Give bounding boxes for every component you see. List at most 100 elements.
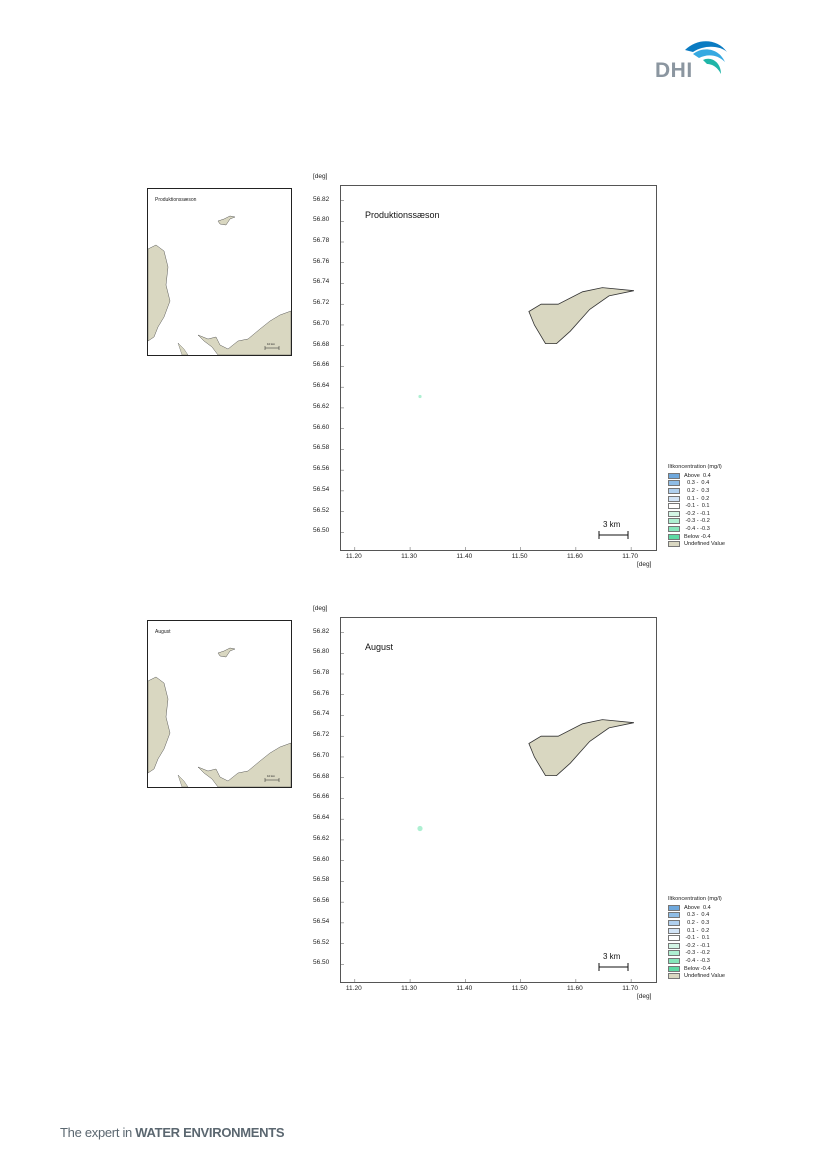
overview-map: August 10 km <box>147 620 292 788</box>
y-tick-label: 56.62 <box>313 834 330 842</box>
footer-tagline-bold: WATER ENVIRONMENTS <box>135 1125 285 1140</box>
legend-swatch <box>668 480 680 487</box>
y-tick-label: 56.72 <box>313 731 330 739</box>
legend-item: Below -0.4 <box>668 965 748 973</box>
map-title: Produktionssæson <box>365 210 440 220</box>
legend-swatch <box>668 525 680 532</box>
main-map: August 3 km <box>340 617 657 983</box>
legend: Iltkoncentration (mg/l) Above 0.4 0.3 - 0… <box>668 464 748 548</box>
y-tick-label: 56.54 <box>313 485 330 493</box>
legend-swatch <box>668 935 680 942</box>
y-tick-label: 56.60 <box>313 855 330 863</box>
legend-swatch <box>668 495 680 502</box>
legend-item: -0.3 - -0.2 <box>668 518 748 526</box>
y-tick-label: 56.56 <box>313 897 330 905</box>
y-axis-unit-label: [deg] <box>313 605 328 612</box>
y-tick-label: 56.50 <box>313 959 330 967</box>
overview-scale-label: 10 km <box>267 774 276 778</box>
legend-label: Below -0.4 <box>684 533 711 540</box>
legend-item: -0.1 - 0.1 <box>668 934 748 942</box>
y-tick-label: 56.72 <box>313 299 330 307</box>
x-tick-label: 11.30 <box>401 985 417 992</box>
main-map: Produktionssæson 3 km <box>340 185 657 551</box>
y-tick-label: 56.52 <box>313 938 330 946</box>
legend-swatch <box>668 927 680 934</box>
island-polygon <box>528 287 634 345</box>
x-tick-label: 11.20 <box>345 985 362 992</box>
y-axis-unit-label: [deg] <box>313 173 328 180</box>
legend-swatch <box>668 472 680 479</box>
legend-label: Above 0.4 <box>684 904 711 911</box>
overview-land-icon <box>148 647 291 787</box>
y-tick-label: 56.66 <box>313 793 330 801</box>
legend-swatch <box>668 957 680 964</box>
x-tick-label: 11.70 <box>622 985 639 992</box>
legend-title: Iltkoncentration (mg/l) <box>668 464 722 470</box>
legend-label: -0.3 - -0.2 <box>684 518 710 525</box>
overview-title: Produktionssæson <box>155 197 197 203</box>
legend-label: -0.1 - 0.1 <box>684 935 710 942</box>
x-tick-label: 11.60 <box>566 985 583 992</box>
legend-label: Undefined Value <box>684 541 725 548</box>
y-tick-label: 56.78 <box>313 237 330 244</box>
x-tick-label: 11.50 <box>511 985 528 992</box>
y-tick-label: 56.82 <box>313 195 330 203</box>
x-axis-unit-label: [deg] <box>637 561 652 568</box>
scale-bar <box>598 531 629 539</box>
y-tick-label: 56.58 <box>313 444 330 452</box>
legend-swatch <box>668 950 680 957</box>
legend-item: 0.3 - 0.4 <box>668 480 748 488</box>
overview-title: August <box>155 629 171 635</box>
legend-item: 0.1 - 0.2 <box>668 927 748 935</box>
legend-label: Undefined Value <box>684 973 725 980</box>
concentration-marker <box>418 394 422 399</box>
y-tick-label: 56.68 <box>313 340 330 348</box>
y-tick-label: 56.62 <box>313 402 330 410</box>
legend-label: Below -0.4 <box>684 965 711 972</box>
legend-swatch <box>668 942 680 949</box>
y-tick-label: 56.70 <box>313 751 330 759</box>
legend-swatch <box>668 510 680 517</box>
y-tick-label: 56.80 <box>313 216 330 224</box>
legend-label: -0.2 - -0.1 <box>684 510 710 517</box>
scale-bar-label: 3 km <box>603 952 621 961</box>
x-tick-label: 11.40 <box>456 553 473 560</box>
y-tick-label: 56.52 <box>313 506 330 514</box>
x-tick-label: 11.30 <box>401 553 417 560</box>
legend-label: 0.2 - 0.3 <box>684 919 710 926</box>
y-tick-label: 56.58 <box>313 876 330 884</box>
y-tick-label: 56.54 <box>313 917 330 925</box>
y-tick-label: 56.64 <box>313 814 330 822</box>
y-tick-label: 56.68 <box>313 772 330 780</box>
dhi-logo-swoosh-icon <box>685 41 727 74</box>
island-polygon <box>528 719 634 777</box>
dhi-logo: DHI <box>655 38 730 84</box>
legend-item: -0.2 - -0.1 <box>668 942 748 950</box>
legend-swatch <box>668 503 680 510</box>
legend-item: 0.1 - 0.2 <box>668 495 748 503</box>
legend-label: Above 0.4 <box>684 472 711 479</box>
y-tick-label: 56.80 <box>313 648 330 656</box>
map-panel: Produktionssæson 10 km [deg] Produktionss… <box>0 170 827 600</box>
main-map-canvas <box>341 200 634 550</box>
legend-item: -0.2 - -0.1 <box>668 510 748 518</box>
scale-bar <box>598 963 629 971</box>
x-tick-label: 11.20 <box>345 553 362 560</box>
dhi-logo-text: DHI <box>655 59 693 82</box>
legend-item: Undefined Value <box>668 972 748 980</box>
y-tick-label: 56.76 <box>313 689 330 697</box>
x-tick-label: 11.40 <box>456 985 473 992</box>
legend-label: -0.4 - -0.3 <box>684 957 710 964</box>
legend-label: -0.3 - -0.2 <box>684 950 710 957</box>
legend-title: Iltkoncentration (mg/l) <box>668 896 722 902</box>
footer-tagline: The expert in WATER ENVIRONMENTS <box>60 1125 285 1140</box>
legend-item: -0.4 - -0.3 <box>668 957 748 965</box>
legend-label: 0.1 - 0.2 <box>684 927 710 934</box>
legend-swatch <box>668 965 680 972</box>
legend-label: -0.1 - 0.1 <box>684 503 710 510</box>
overview-land-icon <box>148 215 291 355</box>
y-tick-label: 56.78 <box>313 669 330 676</box>
x-tick-label: 11.70 <box>622 553 639 560</box>
legend-item: Undefined Value <box>668 540 748 548</box>
legend-swatch <box>668 973 680 980</box>
